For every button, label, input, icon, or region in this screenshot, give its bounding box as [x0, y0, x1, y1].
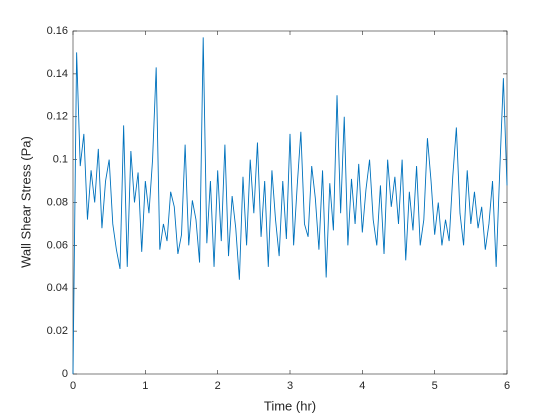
- y-tick-label: 0.06: [47, 239, 68, 251]
- y-tick-label: 0.14: [47, 68, 68, 80]
- x-tick-label: 1: [142, 380, 148, 392]
- y-tick-label: 0.12: [47, 111, 68, 123]
- x-tick-label: 0: [70, 380, 76, 392]
- y-tick-label: 0.1: [53, 154, 68, 166]
- x-axis-label: Time (hr): [264, 398, 316, 413]
- plot-area: [72, 30, 508, 375]
- y-tick-label: 0.08: [47, 196, 68, 208]
- y-tick-label: 0.16: [47, 25, 68, 37]
- x-tick-label: 2: [215, 380, 221, 392]
- y-axis-label: Wall Shear Stress (Pa): [18, 136, 33, 268]
- x-tick-label: 6: [504, 380, 510, 392]
- x-tick-label: 3: [287, 380, 293, 392]
- y-tick-label: 0.02: [47, 325, 68, 337]
- x-tick-label: 4: [359, 380, 365, 392]
- y-tick-label: 0: [62, 368, 68, 380]
- y-tick-label: 0.04: [47, 282, 68, 294]
- data-line: [72, 37, 508, 375]
- x-tick-label: 5: [432, 380, 438, 392]
